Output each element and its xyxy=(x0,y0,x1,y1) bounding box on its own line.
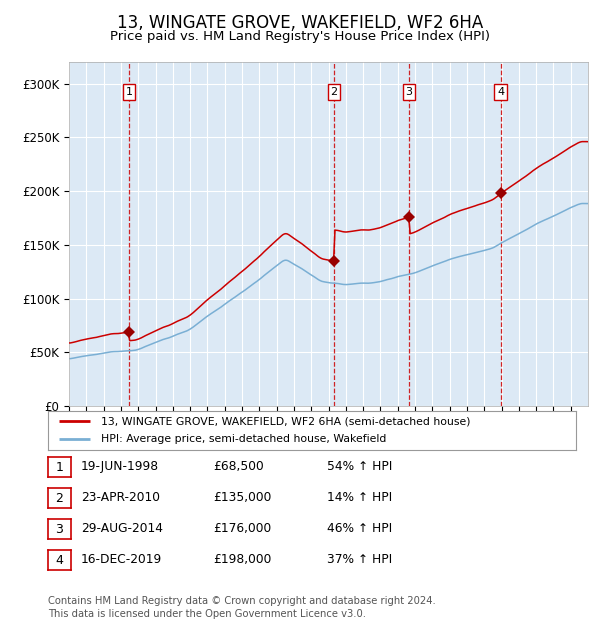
Text: £135,000: £135,000 xyxy=(213,492,271,504)
Text: £68,500: £68,500 xyxy=(213,461,264,473)
Text: Contains HM Land Registry data © Crown copyright and database right 2024.
This d: Contains HM Land Registry data © Crown c… xyxy=(48,596,436,619)
Text: 2: 2 xyxy=(331,87,337,97)
Text: 1: 1 xyxy=(55,461,64,474)
Text: £198,000: £198,000 xyxy=(213,554,271,566)
Text: 16-DEC-2019: 16-DEC-2019 xyxy=(81,554,162,566)
Text: 29-AUG-2014: 29-AUG-2014 xyxy=(81,523,163,535)
Text: 23-APR-2010: 23-APR-2010 xyxy=(81,492,160,504)
Text: Price paid vs. HM Land Registry's House Price Index (HPI): Price paid vs. HM Land Registry's House … xyxy=(110,30,490,43)
Text: £176,000: £176,000 xyxy=(213,523,271,535)
Text: 4: 4 xyxy=(55,554,64,567)
Text: 14% ↑ HPI: 14% ↑ HPI xyxy=(327,492,392,504)
Text: 46% ↑ HPI: 46% ↑ HPI xyxy=(327,523,392,535)
Text: HPI: Average price, semi-detached house, Wakefield: HPI: Average price, semi-detached house,… xyxy=(101,434,386,444)
Text: 4: 4 xyxy=(497,87,505,97)
Text: 19-JUN-1998: 19-JUN-1998 xyxy=(81,461,159,473)
Text: 2: 2 xyxy=(55,492,64,505)
Text: 3: 3 xyxy=(406,87,413,97)
Text: 1: 1 xyxy=(125,87,133,97)
Text: 13, WINGATE GROVE, WAKEFIELD, WF2 6HA (semi-detached house): 13, WINGATE GROVE, WAKEFIELD, WF2 6HA (s… xyxy=(101,417,470,427)
Text: 3: 3 xyxy=(55,523,64,536)
Text: 54% ↑ HPI: 54% ↑ HPI xyxy=(327,461,392,473)
Text: 13, WINGATE GROVE, WAKEFIELD, WF2 6HA: 13, WINGATE GROVE, WAKEFIELD, WF2 6HA xyxy=(117,14,483,32)
Text: 37% ↑ HPI: 37% ↑ HPI xyxy=(327,554,392,566)
